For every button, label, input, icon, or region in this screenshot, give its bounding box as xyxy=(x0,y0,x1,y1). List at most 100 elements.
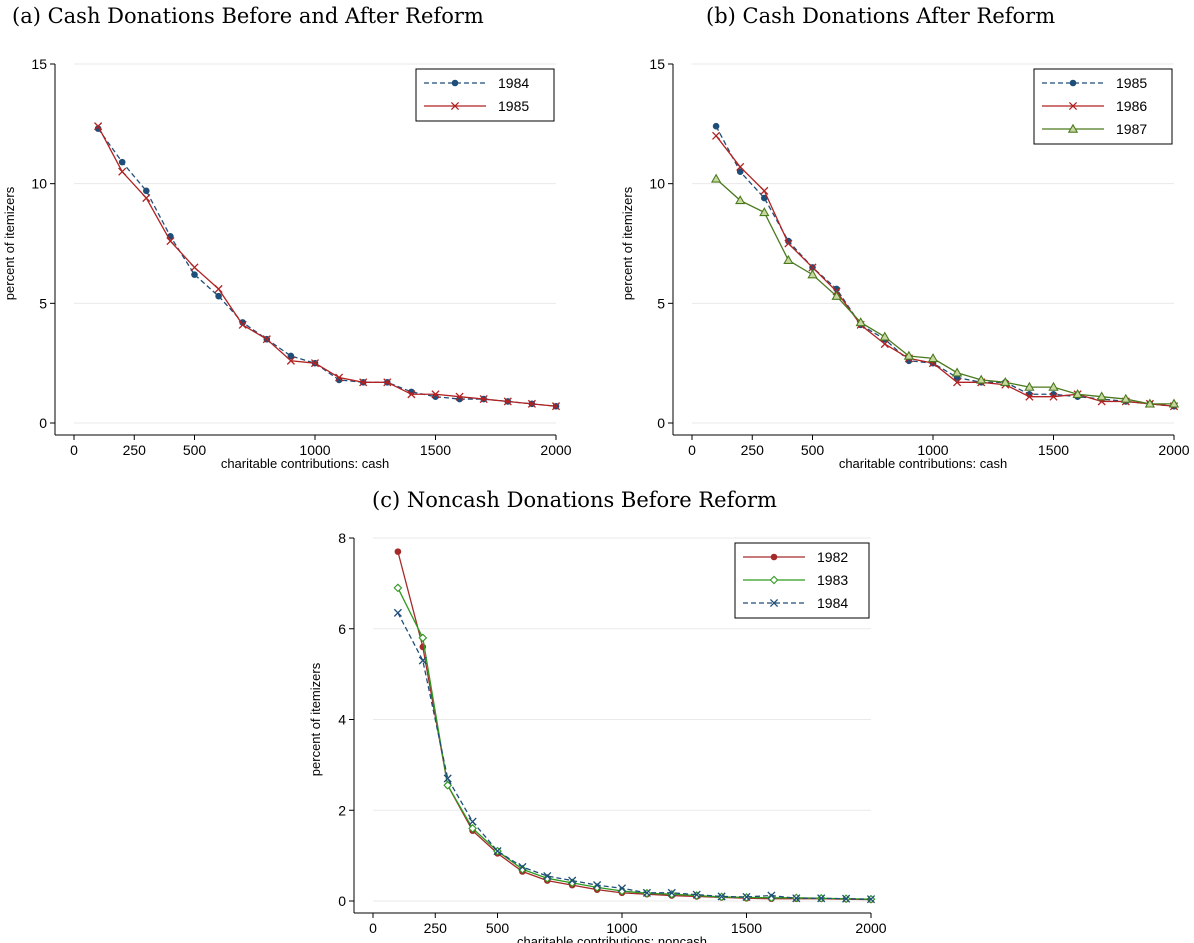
data-point xyxy=(1168,398,1180,408)
data-point xyxy=(418,656,427,665)
data-point xyxy=(817,894,826,903)
data-point xyxy=(1025,392,1034,401)
data-point xyxy=(667,888,676,897)
data-point xyxy=(191,271,198,278)
data-point xyxy=(712,122,720,130)
panel-c-title: (c) Noncash Donations Before Reform xyxy=(372,488,777,512)
data-point xyxy=(879,331,890,341)
data-point xyxy=(953,378,962,387)
legend-box xyxy=(415,68,555,122)
data-point xyxy=(143,187,150,195)
x-tick-label: 2000 xyxy=(540,442,571,458)
x-axis-label: charitable contributions: noncash xyxy=(517,934,707,943)
x-tick-label: 250 xyxy=(123,442,147,458)
data-point xyxy=(431,390,440,399)
data-point xyxy=(927,353,939,363)
data-point xyxy=(742,892,751,901)
data-point xyxy=(443,774,452,783)
x-tick-label: 1000 xyxy=(606,920,637,936)
data-point xyxy=(784,239,793,248)
legend-marker xyxy=(1069,79,1077,87)
legend-label: 1983 xyxy=(817,572,848,588)
x-tick-label: 1500 xyxy=(1038,442,1069,458)
data-point xyxy=(1072,388,1083,398)
data-point xyxy=(335,373,344,382)
x-tick-label: 1500 xyxy=(420,442,451,458)
y-tick-label: 15 xyxy=(31,56,47,72)
data-point xyxy=(807,269,818,279)
panel-a-title: (a) Cash Donations Before and After Refo… xyxy=(12,4,484,28)
data-point xyxy=(903,350,915,360)
x-axis-label: charitable contributions: cash xyxy=(839,456,1007,471)
series-1984 xyxy=(393,608,876,904)
data-point xyxy=(792,894,801,903)
series-1985 xyxy=(94,122,561,411)
data-point xyxy=(710,173,722,183)
data-point xyxy=(94,122,103,131)
data-point xyxy=(1048,381,1059,391)
data-point xyxy=(831,290,842,300)
legend-label: 1982 xyxy=(817,549,848,565)
data-point xyxy=(976,374,987,384)
data-point xyxy=(551,402,561,411)
data-point xyxy=(394,548,402,555)
x-tick-label: 2000 xyxy=(855,920,886,936)
data-point xyxy=(880,339,889,349)
data-point xyxy=(443,780,453,790)
y-tick-label: 8 xyxy=(338,530,346,546)
x-tick-label: 2000 xyxy=(1158,442,1189,458)
data-point xyxy=(1144,398,1156,408)
data-point xyxy=(455,392,464,401)
data-point xyxy=(118,167,127,176)
y-tick-label: 0 xyxy=(338,893,346,909)
data-point xyxy=(1049,392,1058,401)
legend-marker xyxy=(451,79,459,87)
data-point xyxy=(238,320,247,329)
series-line-1983 xyxy=(397,587,872,900)
series-line-1984 xyxy=(397,612,872,900)
data-point xyxy=(717,892,726,901)
panel-b-title: (b) Cash Donations After Reform xyxy=(706,4,1056,28)
y-tick-label: 5 xyxy=(657,295,665,311)
series-line-1982 xyxy=(397,551,872,901)
data-point xyxy=(479,395,488,404)
series-1987 xyxy=(710,173,1180,408)
data-point xyxy=(393,583,403,593)
data-point xyxy=(518,864,527,874)
data-point xyxy=(518,862,527,872)
data-point xyxy=(468,824,477,833)
data-point xyxy=(642,888,651,897)
legend-marker xyxy=(769,575,779,585)
data-point xyxy=(215,292,222,300)
data-point xyxy=(503,397,512,406)
x-tick-label: 0 xyxy=(369,920,377,936)
x-tick-label: 500 xyxy=(486,920,510,936)
y-tick-label: 5 xyxy=(39,295,47,311)
data-point xyxy=(760,186,769,195)
x-tick-label: 500 xyxy=(801,442,825,458)
data-point xyxy=(118,158,126,166)
legend-marker xyxy=(770,553,778,561)
x-tick-label: 1500 xyxy=(731,920,762,936)
legend-marker xyxy=(769,598,779,608)
data-point xyxy=(866,895,876,904)
series-line-1985 xyxy=(97,125,557,407)
data-point xyxy=(543,871,552,881)
data-point xyxy=(692,890,701,899)
data-point xyxy=(808,263,817,272)
y-tick-label: 4 xyxy=(338,712,346,728)
data-point xyxy=(736,168,744,175)
data-point xyxy=(855,317,866,327)
data-point xyxy=(592,883,602,892)
y-tick-label: 2 xyxy=(338,802,346,818)
x-axis-label: charitable contributions: cash xyxy=(221,456,389,471)
data-point xyxy=(166,237,175,246)
data-point xyxy=(712,131,721,140)
data-point xyxy=(310,359,320,368)
data-point xyxy=(262,335,271,344)
data-point xyxy=(617,884,627,893)
legend-marker xyxy=(1067,123,1079,133)
data-point xyxy=(407,390,416,399)
